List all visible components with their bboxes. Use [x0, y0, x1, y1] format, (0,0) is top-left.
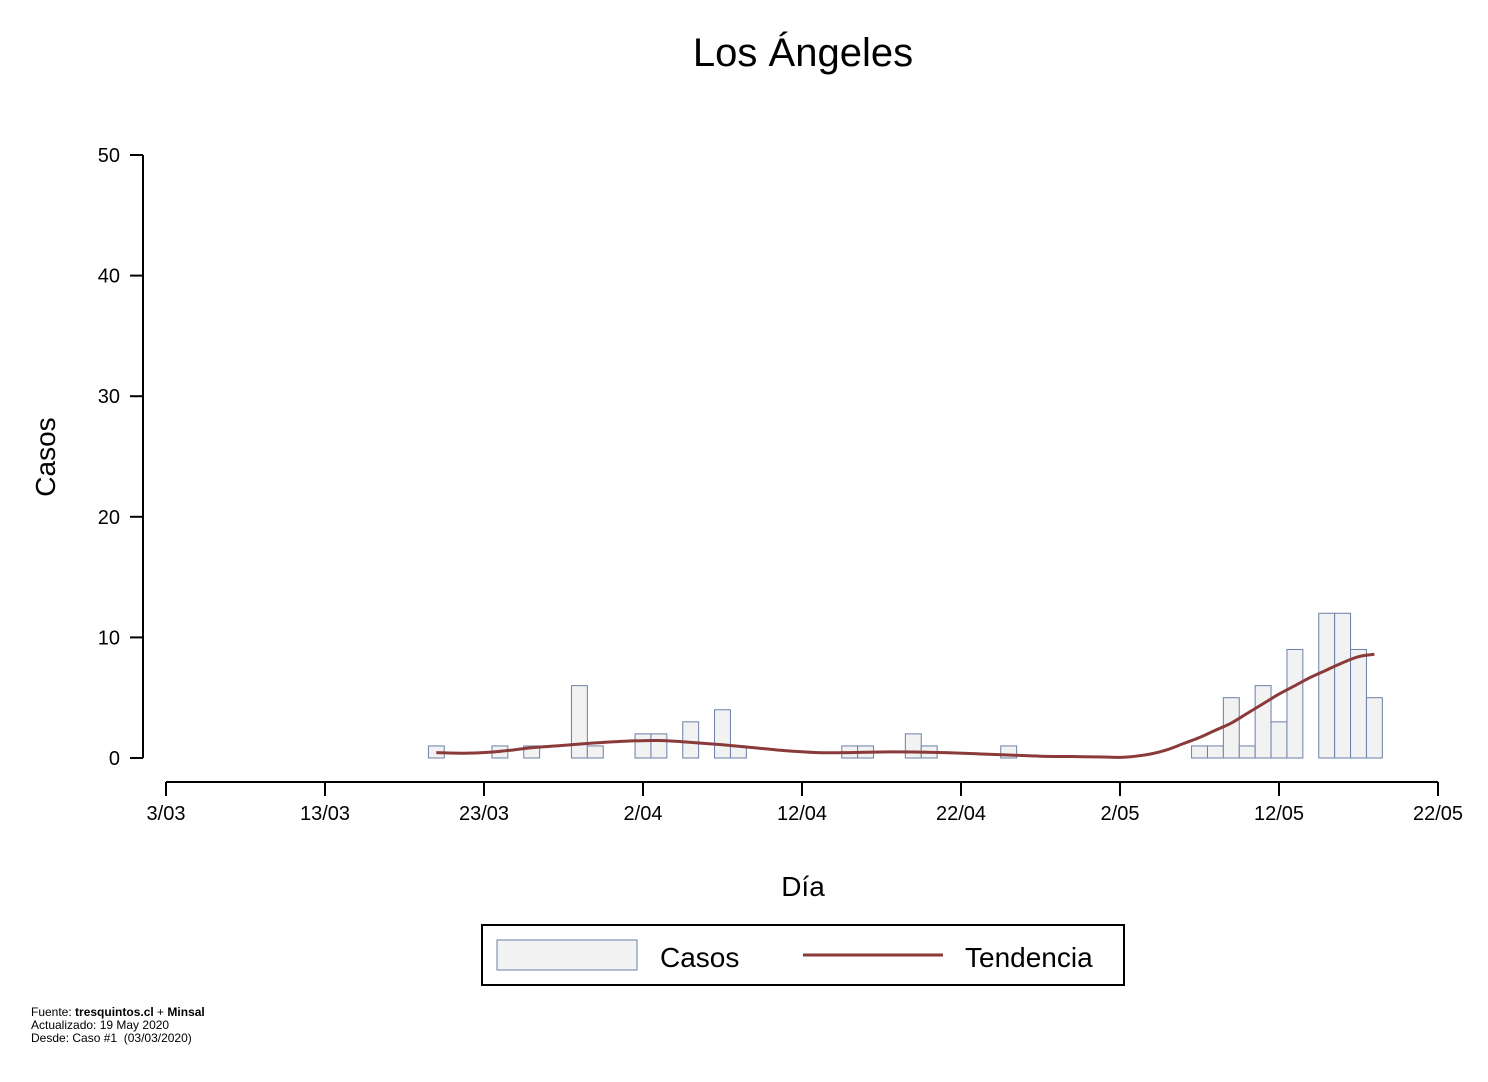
bar [634, 733, 652, 759]
y-axis-label: Casos [30, 417, 61, 496]
legend: Casos Tendencia [481, 924, 1125, 986]
x-tick-label: 2/04 [624, 803, 663, 825]
bar [1318, 612, 1336, 759]
bar [1222, 697, 1240, 759]
bar [1350, 648, 1367, 759]
x-axis: 3/03 13/03 23/03 2/04 12/04 22/04 2/05 12/05 22/… [147, 781, 1463, 825]
y-tick-label: 10 [98, 627, 120, 649]
bar [1365, 697, 1383, 759]
x-tick-label: 23/03 [459, 803, 509, 825]
trend-line [436, 652, 1375, 759]
footer-since: Desde: Caso #1 (03/03/2020) [31, 1031, 192, 1045]
x-tick-label: 2/05 [1101, 803, 1140, 825]
legend-label-casos: Casos [660, 942, 739, 973]
footer-source-prefix: Fuente: [31, 1005, 76, 1019]
bars-series [427, 612, 1383, 759]
footer-source-site: tresquintos.cl [75, 1005, 154, 1019]
y-axis: 0 10 20 30 40 50 [98, 145, 144, 770]
footer-updated: Actualizado: 19 May 2020 [31, 1018, 170, 1032]
y-tick-label: 0 [109, 748, 120, 770]
bar [1270, 721, 1288, 759]
bar [1206, 745, 1224, 759]
x-tick-label: 3/03 [147, 803, 186, 825]
footer-source-org: Minsal [167, 1005, 205, 1019]
bar [650, 733, 668, 759]
bar [1238, 745, 1256, 759]
bar [1286, 648, 1304, 759]
x-tick-label: 12/04 [777, 803, 827, 825]
y-tick-label: 50 [98, 145, 120, 167]
y-tick-label: 30 [98, 386, 120, 408]
bar [1191, 745, 1208, 759]
bar [1334, 612, 1352, 759]
bar [586, 745, 604, 759]
bar [682, 721, 700, 759]
x-tick-label: 12/05 [1254, 803, 1304, 825]
x-tick-label: 13/03 [300, 803, 350, 825]
bar [570, 685, 588, 759]
footer: Fuente: tresquintos.cl + Minsal Actualiz… [31, 1006, 205, 1045]
chart-title: Los Ángeles [693, 30, 913, 75]
bar [904, 733, 922, 759]
legend-swatch-casos [496, 939, 638, 971]
x-axis-label: Día [781, 871, 825, 902]
bar [1254, 685, 1272, 759]
legend-label-tendencia: Tendencia [965, 942, 1093, 973]
x-tick-label: 22/04 [936, 803, 986, 825]
y-tick-label: 40 [98, 266, 120, 288]
footer-source-sep: + [153, 1005, 168, 1019]
bar [714, 709, 731, 759]
footer-source: Fuente: tresquintos.cl + Minsal [31, 1006, 205, 1019]
x-tick-label: 22/05 [1413, 803, 1463, 825]
y-tick-label: 20 [98, 507, 120, 529]
